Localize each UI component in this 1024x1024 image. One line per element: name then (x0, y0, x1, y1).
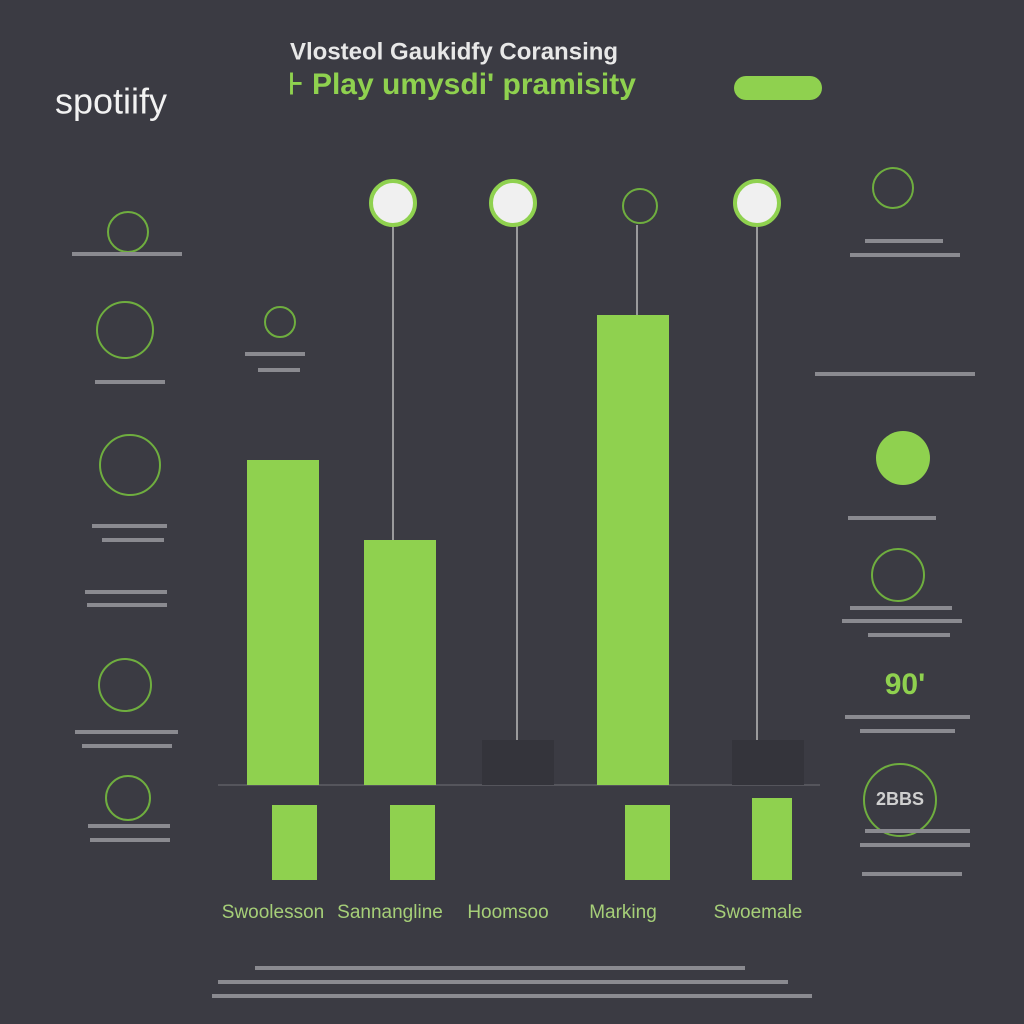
decor (72, 167, 975, 998)
bar (482, 740, 554, 785)
annotation: 90' (885, 668, 926, 701)
annotation: 2BBS (876, 789, 924, 809)
chart-subtitle: ⊦ Play umysdi' pramisity (288, 68, 636, 101)
bar (364, 540, 436, 785)
x-tick-label: Sannangline (337, 902, 443, 923)
bar (732, 740, 804, 785)
chart-title: Vlosteol Gaukidfy Coransing (290, 38, 618, 65)
x-tick-label: Hoomsoo (467, 902, 548, 923)
bar (247, 460, 319, 785)
logo: spotiify (55, 81, 167, 122)
header-pill (734, 76, 822, 100)
x-tick-label: Marking (589, 902, 657, 923)
x-tick-label: Swoolesson (222, 902, 324, 923)
x-tick-label: Swoemale (714, 902, 803, 923)
bar (597, 315, 669, 785)
